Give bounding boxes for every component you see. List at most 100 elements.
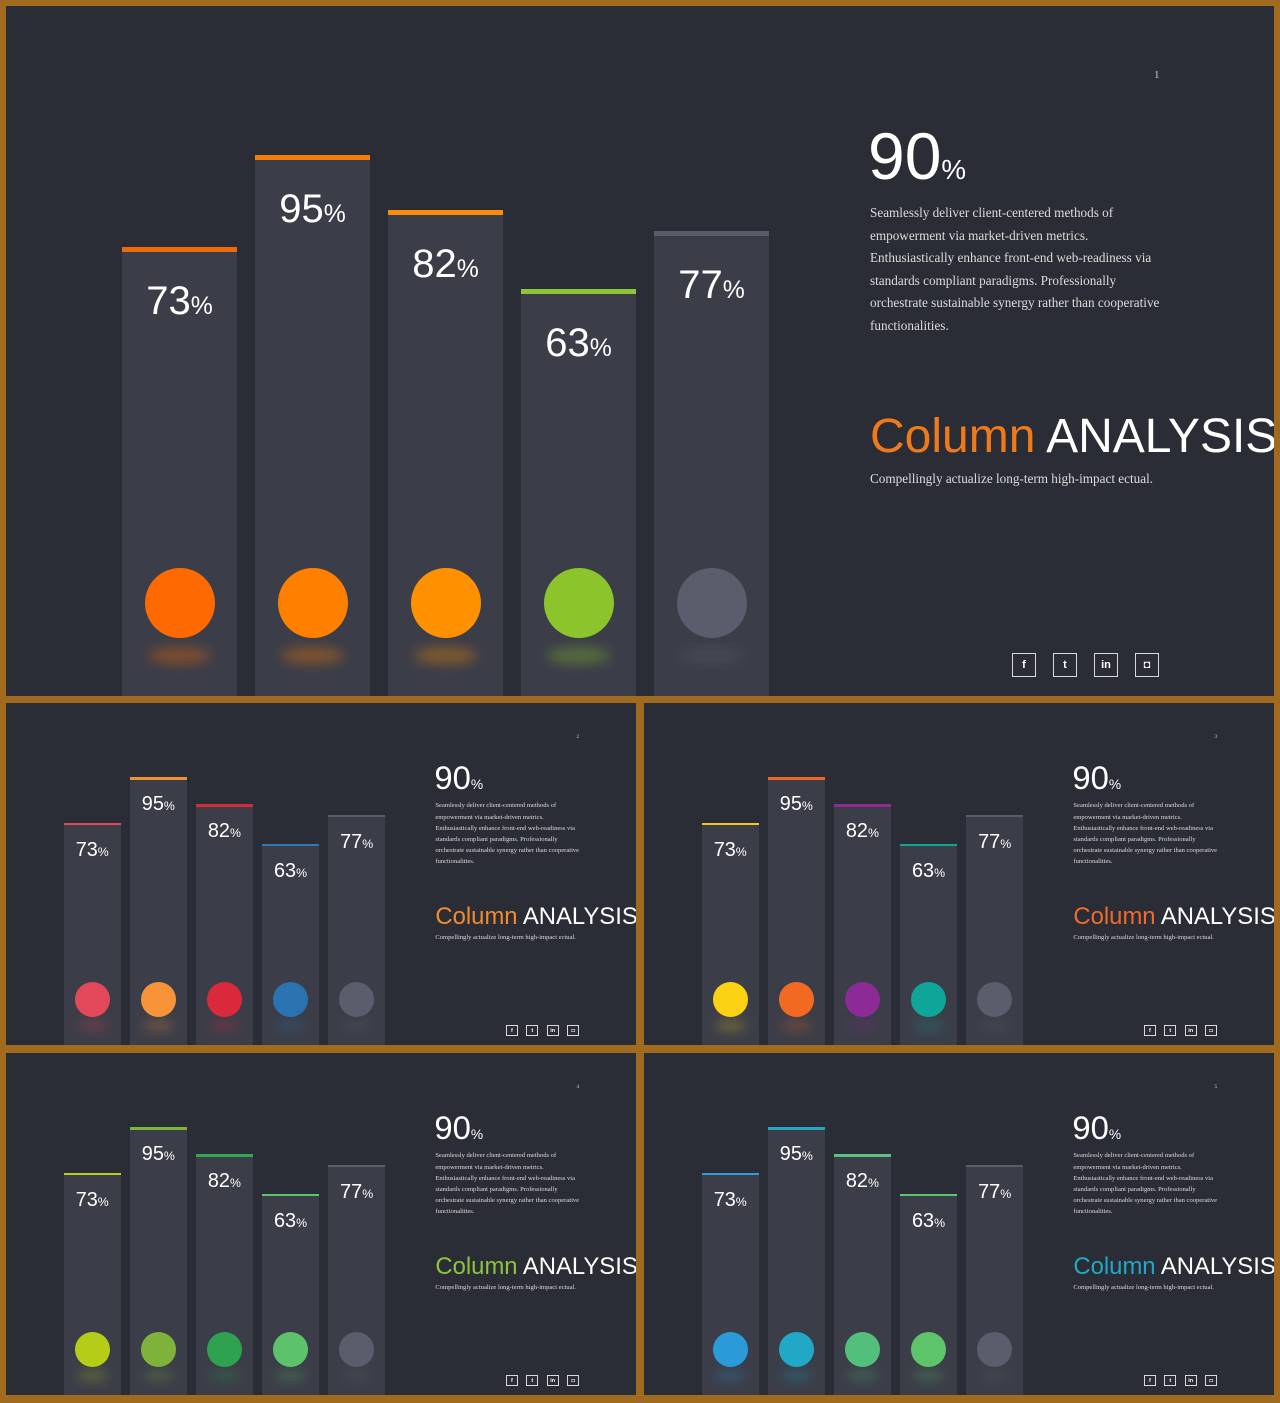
headline-percentage: 90% <box>434 1109 483 1147</box>
bar-5: 77% <box>966 1164 1024 1395</box>
bar-top-line <box>701 1172 759 1176</box>
data-label-unit: % <box>735 844 747 859</box>
dot-reflection <box>714 1021 746 1031</box>
bar-5: 77% <box>328 1164 386 1395</box>
bar-top-line <box>701 822 759 826</box>
data-label-unit: % <box>589 335 612 363</box>
dot-reflection <box>780 1021 812 1031</box>
bar-top-line <box>899 843 958 847</box>
instagram-icon[interactable]: ◘ <box>1205 1374 1217 1387</box>
slide-2: 2 73% 95% 82% 63% 77% 90% Seamlessly deliver cl… <box>6 703 636 1045</box>
title-main-word: ANALYSIS <box>522 1253 636 1281</box>
title-accent-word: Column <box>435 903 518 931</box>
data-label-unit: % <box>296 1215 308 1230</box>
headline-value: 90 <box>434 1108 471 1146</box>
data-label: 95% <box>130 1143 187 1166</box>
bar-5: 77% <box>328 814 386 1045</box>
data-label: 63% <box>900 1210 957 1233</box>
bar-top-line <box>129 777 187 780</box>
data-label-unit: % <box>229 826 241 841</box>
instagram-icon[interactable]: ◘ <box>1135 653 1159 677</box>
dot-reflection <box>208 1371 241 1381</box>
data-label: 95% <box>768 1143 825 1166</box>
linkedin-icon[interactable]: in <box>1184 1024 1197 1037</box>
data-label-unit: % <box>867 826 879 841</box>
data-label-unit: % <box>97 844 109 859</box>
data-label: 63% <box>900 860 957 883</box>
twitter-icon[interactable]: t <box>1053 653 1077 677</box>
data-label: 63% <box>262 860 319 883</box>
instagram-icon[interactable]: ◘ <box>567 1024 579 1037</box>
twitter-icon[interactable]: t <box>526 1374 539 1387</box>
bar-4: 63% <box>521 289 636 696</box>
social-icons: f t in ◘ <box>505 1024 579 1037</box>
linkedin-icon[interactable]: in <box>1094 653 1118 677</box>
marker-dot <box>207 982 242 1018</box>
slide-5: 5 73% 95% 82% 63% 77% 90% Seamlessly deliver cl… <box>644 1053 1274 1395</box>
data-label: 95% <box>130 793 187 816</box>
data-label-value: 63 <box>912 1209 935 1232</box>
instagram-icon[interactable]: ◘ <box>1205 1024 1217 1037</box>
marker-dot <box>273 1332 308 1368</box>
bar-1: 73% <box>63 1172 121 1395</box>
marker-dot <box>712 1332 748 1368</box>
headline-value: 90 <box>1072 1108 1109 1146</box>
dot-reflection <box>414 646 477 665</box>
facebook-icon[interactable]: f <box>1012 653 1036 677</box>
marker-dot <box>977 1332 1012 1368</box>
data-label-unit: % <box>323 201 346 228</box>
bar-3: 82% <box>195 1154 253 1395</box>
slide-3: 3 73% 95% 82% 63% 77% 90% Seamlessly deliver cl… <box>644 703 1274 1045</box>
headline-unit: % <box>941 154 967 185</box>
twitter-icon[interactable]: t <box>526 1024 539 1037</box>
slide-title: Column ANALYSIS <box>435 903 636 931</box>
data-label-value: 73 <box>75 838 98 861</box>
dot-reflection <box>780 1371 812 1381</box>
dot-reflection <box>714 1371 746 1381</box>
bar-1: 73% <box>122 247 237 696</box>
data-label: 77% <box>966 831 1023 854</box>
data-label-value: 73 <box>713 838 736 861</box>
data-label-value: 82 <box>845 820 868 843</box>
instagram-icon[interactable]: ◘ <box>567 1374 579 1387</box>
data-label: 77% <box>328 1181 385 1204</box>
data-label-value: 95 <box>779 1142 802 1165</box>
slide-subtitle: Compellingly actualize long-term high-im… <box>1073 1284 1214 1292</box>
data-label-unit: % <box>97 1194 109 1209</box>
dot-reflection <box>142 1371 174 1381</box>
dot-reflection <box>142 1021 174 1031</box>
bar-top-line <box>966 814 1024 818</box>
facebook-icon[interactable]: f <box>505 1374 518 1387</box>
data-label: 73% <box>122 279 237 324</box>
data-label: 73% <box>64 1189 121 1212</box>
twitter-icon[interactable]: t <box>1164 1374 1177 1387</box>
bar-5: 77% <box>654 230 769 696</box>
facebook-icon[interactable]: f <box>1143 1374 1156 1387</box>
page-number: 1 <box>1154 69 1160 81</box>
data-label-value: 73 <box>75 1188 98 1211</box>
social-icons: f t in ◘ <box>1143 1374 1217 1387</box>
data-label-value: 63 <box>545 321 590 366</box>
linkedin-icon[interactable]: in <box>546 1024 559 1037</box>
dot-reflection <box>76 1371 108 1381</box>
dot-reflection <box>547 646 610 665</box>
bar-top-line <box>899 1193 958 1197</box>
headline-value: 90 <box>434 758 471 796</box>
data-label-unit: % <box>722 276 745 304</box>
facebook-icon[interactable]: f <box>1143 1024 1156 1037</box>
marker-dot <box>778 1332 814 1368</box>
twitter-icon[interactable]: t <box>1164 1024 1177 1037</box>
slide-title: Column ANALYSIS <box>435 1253 636 1281</box>
data-label: 63% <box>521 321 636 366</box>
dot-reflection <box>208 1021 241 1031</box>
title-main-word: ANALYSIS <box>1160 1253 1274 1281</box>
marker-dot <box>911 982 946 1018</box>
headline-percentage: 90% <box>1072 1109 1121 1147</box>
marker-dot <box>845 1332 880 1368</box>
linkedin-icon[interactable]: in <box>1184 1374 1197 1387</box>
linkedin-icon[interactable]: in <box>546 1374 559 1387</box>
facebook-icon[interactable]: f <box>505 1024 518 1037</box>
marker-dot <box>207 1332 242 1368</box>
headline-unit: % <box>1108 1126 1122 1142</box>
data-label-value: 63 <box>274 1209 297 1232</box>
